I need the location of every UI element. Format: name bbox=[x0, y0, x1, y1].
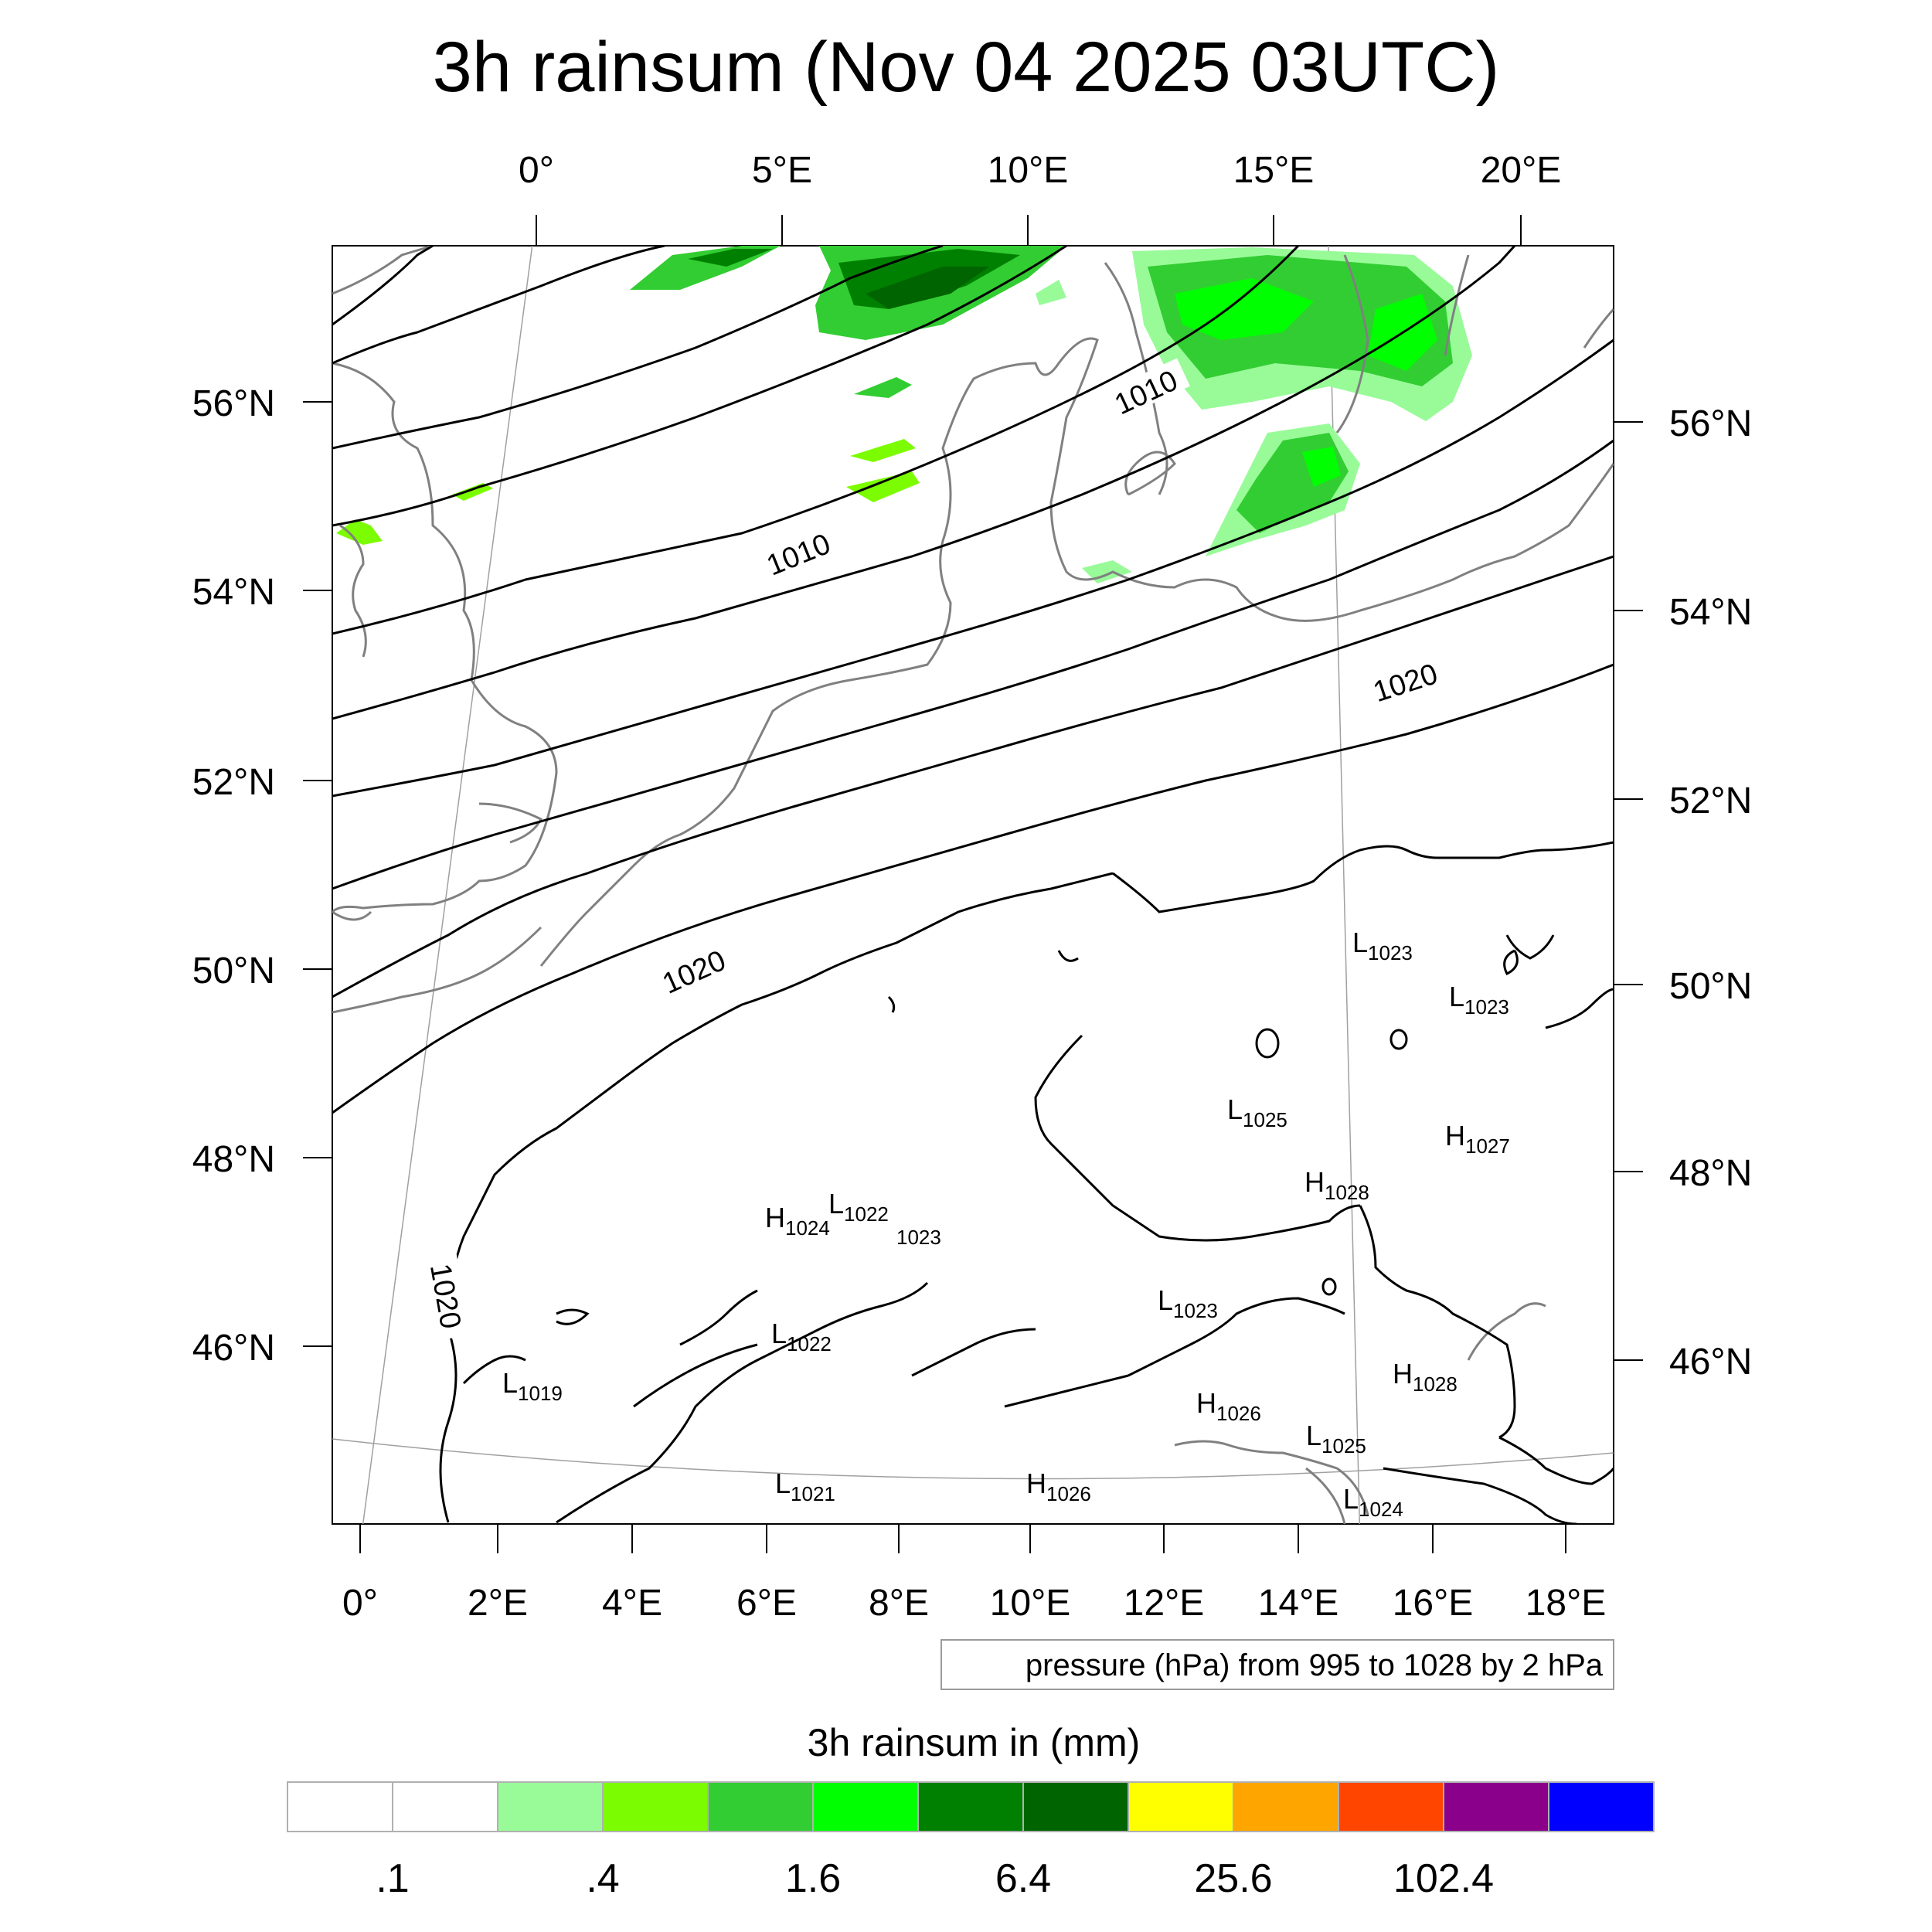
pressure-center: L1023 bbox=[1158, 1284, 1218, 1322]
colorbar-box bbox=[707, 1781, 814, 1832]
colorbar-box bbox=[392, 1781, 498, 1832]
pressure-center: L1021 bbox=[775, 1468, 835, 1505]
tick-label: 10°E bbox=[988, 150, 1069, 191]
colorbar-box bbox=[602, 1781, 709, 1832]
tick-label: 52°N bbox=[192, 762, 275, 803]
tick-label: 2°E bbox=[468, 1583, 528, 1624]
pressure-center: L1022 bbox=[828, 1188, 889, 1226]
colorbar-label: 1.6 bbox=[785, 1856, 841, 1901]
pressure-center: H1024 bbox=[765, 1202, 830, 1240]
pressure-center: H1028 bbox=[1304, 1166, 1369, 1204]
map-frame bbox=[332, 245, 1614, 1525]
isobars bbox=[332, 246, 1614, 1524]
coastlines bbox=[332, 246, 1614, 1524]
map-panel bbox=[332, 245, 1614, 1525]
colorbar-box bbox=[917, 1781, 1024, 1832]
tick-label: 0° bbox=[342, 1583, 378, 1624]
bottom-longitude-axis: 0° 2°E 4°E 6°E 8°E 10°E 12°E 14°E 16°E 1… bbox=[342, 1524, 1606, 1624]
colorbar-box bbox=[1338, 1781, 1444, 1832]
pressure-center: H1028 bbox=[1393, 1358, 1458, 1396]
tick-label: 5°E bbox=[752, 150, 812, 191]
tick-label: 8°E bbox=[869, 1583, 929, 1624]
pressure-center: H1026 bbox=[1196, 1387, 1261, 1425]
colorbar-label: .4 bbox=[586, 1856, 619, 1901]
contour-info-box: pressure (hPa) from 995 to 1028 by 2 hPa bbox=[940, 1639, 1614, 1690]
pressure-center: L1023 bbox=[1352, 927, 1413, 964]
tick-label: 48°N bbox=[1669, 1153, 1752, 1194]
pressure-center: H1027 bbox=[1445, 1120, 1510, 1158]
pressure-center: L1024 bbox=[1343, 1483, 1403, 1521]
contour-info-text: pressure (hPa) from 995 to 1028 by 2 hPa bbox=[1026, 1648, 1604, 1682]
colorbar-labels: .1 .4 1.6 6.4 25.6 102.4 bbox=[376, 1856, 1494, 1901]
pressure-centers: L1023 L1023 L1025 H1027 H1028 H1024 L102… bbox=[502, 927, 1510, 1521]
pressure-center: L1022 bbox=[771, 1318, 832, 1355]
tick-label: 16°E bbox=[1393, 1583, 1474, 1624]
pressure-center: L1019 bbox=[502, 1367, 563, 1405]
tick-label: 46°N bbox=[192, 1328, 275, 1369]
tick-label: 54°N bbox=[1669, 592, 1752, 633]
right-latitude-axis: 56°N 54°N 52°N 50°N 48°N 46°N bbox=[1614, 403, 1752, 1383]
colorbar: 3h rainsum in (mm) .1 .4 1.6 6.4 25.6 102.4 bbox=[287, 1721, 1655, 1901]
colorbar-box bbox=[1548, 1781, 1655, 1832]
pressure-center: L1025 bbox=[1227, 1094, 1287, 1131]
colorbar-box bbox=[1443, 1781, 1549, 1832]
tick-label: 20°E bbox=[1481, 150, 1562, 191]
left-latitude-axis: 56°N 54°N 52°N 50°N 48°N 46°N bbox=[192, 383, 332, 1369]
colorbar-box bbox=[497, 1781, 604, 1832]
tick-label: 10°E bbox=[990, 1583, 1071, 1624]
pressure-center: 1023 bbox=[896, 1226, 941, 1249]
contour-labels: 1010 1010 1020 1020 1020 bbox=[423, 358, 1451, 1341]
tick-label: 54°N bbox=[192, 572, 275, 613]
tick-label: 12°E bbox=[1124, 1583, 1205, 1624]
colorbar-box bbox=[1233, 1781, 1339, 1832]
tick-label: 48°N bbox=[192, 1139, 275, 1180]
parallel-45n bbox=[332, 1438, 1614, 1480]
colorbar-label: .1 bbox=[376, 1856, 409, 1901]
tick-label: 46°N bbox=[1669, 1342, 1752, 1383]
colorbar-boxes bbox=[287, 1781, 1655, 1832]
tick-label: 50°N bbox=[192, 951, 275, 992]
colorbar-label: 6.4 bbox=[995, 1856, 1051, 1901]
colorbar-box bbox=[287, 1781, 393, 1832]
map-title: 3h rainsum (Nov 04 2025 03UTC) bbox=[433, 28, 1500, 107]
pressure-center: H1026 bbox=[1026, 1468, 1091, 1505]
tick-label: 6°E bbox=[736, 1583, 797, 1624]
tick-label: 15°E bbox=[1233, 150, 1315, 191]
colorbar-title: 3h rainsum in (mm) bbox=[808, 1721, 1141, 1764]
meridian-0 bbox=[362, 246, 533, 1524]
tick-label: 50°N bbox=[1669, 966, 1752, 1007]
precipitation-areas bbox=[336, 246, 1472, 583]
colorbar-box bbox=[1128, 1781, 1234, 1832]
colorbar-label: 102.4 bbox=[1393, 1856, 1494, 1901]
top-longitude-axis: 0° 5°E 10°E 15°E 20°E bbox=[519, 150, 1561, 246]
tick-label: 18°E bbox=[1526, 1583, 1607, 1624]
tick-label: 52°N bbox=[1669, 781, 1752, 821]
colorbar-box bbox=[1022, 1781, 1129, 1832]
pressure-center: L1023 bbox=[1449, 981, 1509, 1019]
colorbar-label: 25.6 bbox=[1194, 1856, 1272, 1901]
tick-label: 4°E bbox=[602, 1583, 662, 1624]
tick-label: 0° bbox=[519, 150, 554, 191]
tick-label: 56°N bbox=[1669, 403, 1752, 444]
pressure-center: L1025 bbox=[1306, 1420, 1366, 1458]
tick-label: 56°N bbox=[192, 383, 275, 424]
colorbar-box bbox=[812, 1781, 919, 1832]
tick-label: 14°E bbox=[1258, 1583, 1339, 1624]
